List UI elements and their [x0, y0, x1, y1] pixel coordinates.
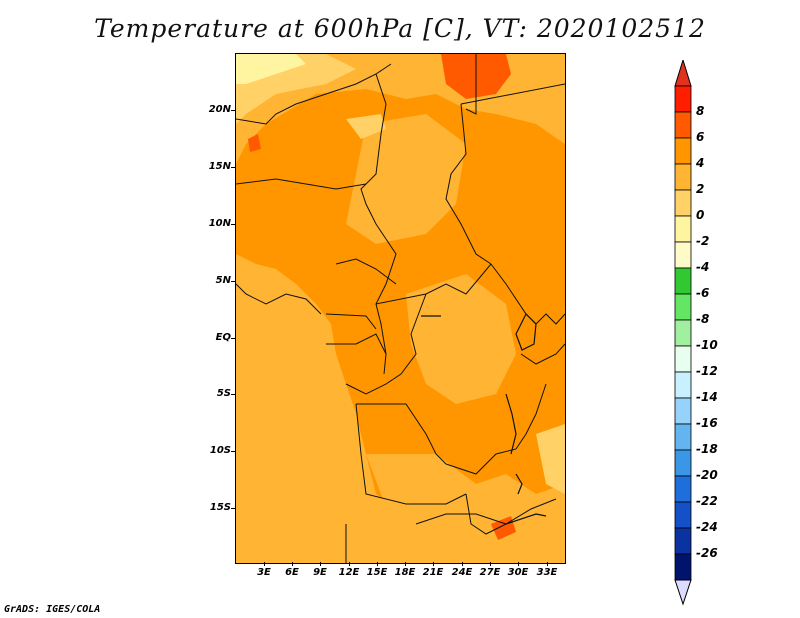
colorbar-segment	[674, 163, 692, 191]
grads-credit: GrADS: IGES/COLA	[4, 604, 101, 615]
lat-label-10s: 10S	[209, 445, 231, 456]
field-region-mild-sahel	[346, 114, 466, 244]
colorbar-label: -26	[696, 546, 718, 560]
lon-label-24e: 24E	[451, 567, 473, 578]
field-region-mild-central	[406, 274, 516, 404]
colorbar-segment	[674, 475, 692, 503]
colorbar-label: -2	[696, 234, 710, 248]
lon-label-30e: 30E	[507, 567, 529, 578]
lon-tick	[462, 562, 463, 566]
lon-label-33e: 33E	[536, 567, 558, 578]
colorbar-segment	[674, 527, 692, 555]
colorbar-label: -16	[696, 416, 718, 430]
lat-label-eq: EQ	[215, 332, 231, 343]
colorbar-segment	[674, 319, 692, 347]
lon-tick	[377, 562, 378, 566]
colorbar-label: -18	[696, 442, 718, 456]
colorbar-label: -8	[696, 312, 710, 326]
lat-label-5n: 5N	[215, 275, 231, 286]
colorbar-segment	[674, 449, 692, 477]
colorbar-label: -20	[696, 468, 718, 482]
lon-tick	[433, 562, 434, 566]
lat-label-10n: 10N	[208, 218, 231, 229]
colorbar-segment	[674, 189, 692, 217]
field-region-mild-west	[236, 264, 361, 504]
colorbar-segment	[674, 371, 692, 399]
colorbar-segment	[674, 345, 692, 373]
colorbar-segment	[674, 397, 692, 425]
lat-tick	[231, 338, 235, 339]
colorbar-segment	[674, 241, 692, 269]
colorbar-segment	[674, 423, 692, 451]
colorbar-label: 2	[696, 182, 705, 196]
lon-label-27e: 27E	[479, 567, 501, 578]
lat-tick	[231, 224, 235, 225]
field-region-mild-south	[366, 454, 565, 563]
lon-label-9e: 9E	[313, 567, 327, 578]
colorbar	[674, 60, 692, 606]
colorbar-segment	[674, 293, 692, 321]
lon-tick	[518, 562, 519, 566]
colorbar-label: -24	[696, 520, 718, 534]
field-region-cool-south	[536, 424, 565, 494]
lat-tick	[231, 394, 235, 395]
colorbar-label: -22	[696, 494, 718, 508]
colorbar-segment	[674, 267, 692, 295]
lat-label-15n: 15N	[208, 161, 231, 172]
colorbar-top-arrow	[674, 60, 692, 87]
lakes	[421, 312, 547, 525]
lon-label-3e: 3E	[257, 567, 271, 578]
colorbar-label: -10	[696, 338, 718, 352]
lat-tick	[231, 110, 235, 111]
colorbar-segment	[674, 501, 692, 529]
lon-label-18e: 18E	[394, 567, 416, 578]
lon-tick	[292, 562, 293, 566]
lon-label-6e: 6E	[285, 567, 299, 578]
colorbar-segment	[674, 111, 692, 139]
lat-tick	[231, 508, 235, 509]
colorbar-segment	[674, 137, 692, 165]
colorbar-label: 0	[696, 208, 705, 222]
map-plot-area	[235, 53, 566, 564]
temperature-map	[236, 54, 565, 563]
colorbar-label: 4	[696, 156, 705, 170]
field-region-cool-north-patch	[236, 54, 306, 84]
lat-tick	[231, 281, 235, 282]
lon-tick	[320, 562, 321, 566]
lat-label-15s: 15S	[209, 502, 231, 513]
colorbar-segment	[674, 85, 692, 113]
field-region-mild-niger	[346, 114, 386, 139]
colorbar-label: -14	[696, 390, 718, 404]
lon-tick	[547, 562, 548, 566]
lat-tick	[231, 167, 235, 168]
field-region-warm	[236, 89, 565, 563]
colorbar-segment	[674, 215, 692, 243]
colorbar-label: -12	[696, 364, 718, 378]
lon-label-15e: 15E	[366, 567, 388, 578]
lon-tick	[490, 562, 491, 566]
lon-tick	[405, 562, 406, 566]
lat-tick	[231, 451, 235, 452]
lon-label-12e: 12E	[338, 567, 360, 578]
field-hotspot-west	[248, 134, 261, 152]
lat-label-20n: 20N	[208, 104, 231, 115]
lat-label-5s: 5S	[216, 388, 231, 399]
colorbar-bottom-arrow	[674, 579, 692, 606]
lon-tick	[264, 562, 265, 566]
colorbar-segment	[674, 553, 692, 581]
colorbar-label: 8	[696, 104, 705, 118]
lon-tick	[349, 562, 350, 566]
colorbar-label: 6	[696, 130, 705, 144]
lon-label-21e: 21E	[422, 567, 444, 578]
colorbar-label: -4	[696, 260, 710, 274]
chart-title: Temperature at 600hPa [C], VT: 202010251…	[94, 14, 706, 43]
colorbar-label: -6	[696, 286, 710, 300]
